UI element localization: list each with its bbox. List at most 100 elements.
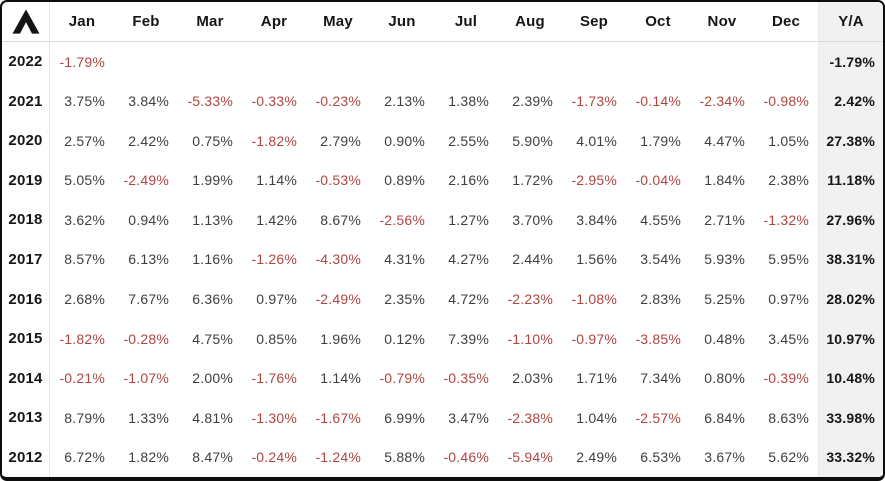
value-2017-feb: 6.13% (128, 251, 169, 268)
value-2018-aug: 3.70% (512, 211, 553, 228)
value-2013-may: -1.67% (315, 409, 361, 426)
value-2018-jul: 1.27% (448, 211, 489, 228)
value-2018-jan: 3.62% (64, 211, 105, 228)
value-2019-feb: -2.49% (123, 172, 169, 189)
value-2019-sep: -2.95% (571, 172, 617, 189)
value-2016-dec: 0.97% (768, 291, 809, 308)
value-2012-mar: 8.47% (192, 449, 233, 466)
year-avg-2018: 27.96% (818, 200, 883, 240)
value-2016-sep: -1.08% (571, 291, 617, 308)
value-2022-jan: -1.79% (59, 53, 105, 70)
col-header-apr: Apr (242, 2, 306, 42)
value-2014-oct: 7.34% (640, 370, 681, 387)
value-2014-dec: -0.39% (763, 370, 809, 387)
value-2012-jun: 5.88% (384, 449, 425, 466)
value-2020-oct: 1.79% (640, 132, 681, 149)
value-2015-feb: -0.28% (123, 330, 169, 347)
value-2015-jan: -1.82% (59, 330, 105, 347)
row-label-2018: 2018 (2, 200, 50, 240)
value-2020-nov: 4.47% (704, 132, 745, 149)
value-2013-sep: 1.04% (576, 409, 617, 426)
value-2020-may: 2.79% (320, 132, 361, 149)
value-2020-dec: 1.05% (768, 132, 809, 149)
logo-cell (2, 2, 50, 42)
value-2012-oct: 6.53% (640, 449, 681, 466)
value-2020-jan: 2.57% (64, 132, 105, 149)
value-2014-mar: 2.00% (192, 370, 233, 387)
col-header-jan: Jan (50, 2, 114, 42)
value-2017-nov: 5.93% (704, 251, 745, 268)
value-2022-jul (434, 42, 498, 82)
value-2022-feb (114, 42, 178, 82)
value-2018-jun: -2.56% (379, 211, 425, 228)
value-2019-apr: 1.14% (256, 172, 297, 189)
value-2018-apr: 1.42% (256, 211, 297, 228)
value-2016-jan: 2.68% (64, 291, 105, 308)
value-2021-oct: -0.14% (635, 93, 681, 110)
value-2014-apr: -1.76% (251, 370, 297, 387)
row-label-2015: 2015 (2, 318, 50, 359)
value-2012-aug: -5.94% (507, 449, 553, 466)
value-2020-feb: 2.42% (128, 132, 169, 149)
value-2020-jun: 0.90% (384, 132, 425, 149)
value-2018-feb: 0.94% (128, 211, 169, 228)
row-label-2014: 2014 (2, 358, 50, 398)
value-2017-sep: 1.56% (576, 251, 617, 268)
value-2014-sep: 1.71% (576, 370, 617, 387)
value-2015-mar: 4.75% (192, 330, 233, 347)
value-2016-feb: 7.67% (128, 291, 169, 308)
value-2022-apr (242, 42, 306, 82)
value-2022-oct (626, 42, 690, 82)
value-2020-mar: 0.75% (192, 132, 233, 149)
value-2016-nov: 5.25% (704, 291, 745, 308)
value-2020-apr: -1.82% (251, 132, 297, 149)
value-2018-may: 8.67% (320, 211, 361, 228)
value-2017-jun: 4.31% (384, 251, 425, 268)
value-2017-oct: 3.54% (640, 251, 681, 268)
value-2021-feb: 3.84% (128, 93, 169, 110)
value-2019-mar: 1.99% (192, 172, 233, 189)
value-2018-nov: 2.71% (704, 211, 745, 228)
year-avg-2016: 28.02% (818, 279, 883, 319)
col-header-may: May (306, 2, 370, 42)
value-2021-jan: 3.75% (64, 93, 105, 110)
value-2021-jun: 2.13% (384, 93, 425, 110)
year-avg-2019: 11.18% (818, 160, 883, 201)
value-2019-jan: 5.05% (64, 172, 105, 189)
value-2022-jun (370, 42, 434, 82)
value-2013-apr: -1.30% (251, 409, 297, 426)
value-2021-mar: -5.33% (187, 93, 233, 110)
value-2013-aug: -2.38% (507, 409, 553, 426)
value-2022-dec (754, 42, 818, 82)
year-avg-2013: 33.98% (818, 397, 883, 438)
col-header-year-avg: Y/A (818, 2, 883, 42)
col-header-jul: Jul (434, 2, 498, 42)
row-label-2022: 2022 (2, 42, 50, 82)
value-2021-dec: -0.98% (763, 93, 809, 110)
value-2015-jul: 7.39% (448, 330, 489, 347)
value-2019-oct: -0.04% (635, 172, 681, 189)
value-2022-mar (178, 42, 242, 82)
value-2012-sep: 2.49% (576, 449, 617, 466)
value-2018-mar: 1.13% (192, 211, 233, 228)
value-2016-mar: 6.36% (192, 291, 233, 308)
value-2022-aug (498, 42, 562, 82)
row-label-2013: 2013 (2, 397, 50, 438)
year-avg-2014: 10.48% (818, 358, 883, 398)
value-2017-jan: 8.57% (64, 251, 105, 268)
value-2012-jul: -0.46% (443, 449, 489, 466)
value-2019-may: -0.53% (315, 172, 361, 189)
value-2015-oct: -3.85% (635, 330, 681, 347)
value-2016-jul: 4.72% (448, 291, 489, 308)
lambda-logo-icon (12, 9, 39, 34)
value-2012-dec: 5.62% (768, 449, 809, 466)
value-2017-dec: 5.95% (768, 251, 809, 268)
value-2012-apr: -0.24% (251, 449, 297, 466)
row-label-2019: 2019 (2, 160, 50, 201)
col-header-jun: Jun (370, 2, 434, 42)
value-2015-sep: -0.97% (571, 330, 617, 347)
value-2016-apr: 0.97% (256, 291, 297, 308)
row-label-2020: 2020 (2, 121, 50, 161)
value-2014-jun: -0.79% (379, 370, 425, 387)
value-2013-jul: 3.47% (448, 409, 489, 426)
